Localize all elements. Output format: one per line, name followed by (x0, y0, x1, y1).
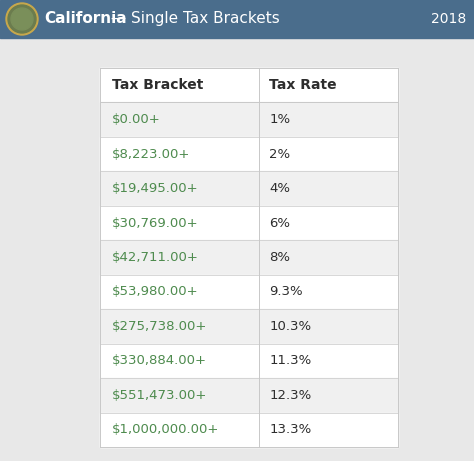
Bar (100, 240, 398, 275)
Text: 4%: 4% (269, 182, 291, 195)
Text: 1%: 1% (269, 113, 291, 126)
Circle shape (8, 5, 36, 33)
Text: 2%: 2% (269, 148, 291, 160)
Circle shape (6, 3, 38, 35)
Text: $275,738.00+: $275,738.00+ (112, 320, 207, 333)
Text: Tax Rate: Tax Rate (269, 78, 337, 92)
Bar (100, 68, 398, 447)
Text: $8,223.00+: $8,223.00+ (112, 148, 191, 160)
Text: $30,769.00+: $30,769.00+ (112, 217, 199, 230)
Text: $42,711.00+: $42,711.00+ (112, 251, 199, 264)
Bar (0, 0, 474, 38)
Text: $551,473.00+: $551,473.00+ (112, 389, 207, 402)
Text: 10.3%: 10.3% (269, 320, 311, 333)
Text: — Single Tax Brackets: — Single Tax Brackets (106, 12, 280, 26)
Text: $330,884.00+: $330,884.00+ (112, 355, 207, 367)
Text: 6%: 6% (269, 217, 291, 230)
Bar (100, 343, 398, 378)
Bar (100, 413, 398, 447)
Text: 2018: 2018 (431, 12, 466, 26)
Text: 12.3%: 12.3% (269, 389, 312, 402)
Text: $0.00+: $0.00+ (112, 113, 161, 126)
Bar (100, 309, 398, 343)
Text: 13.3%: 13.3% (269, 423, 312, 436)
Text: $19,495.00+: $19,495.00+ (112, 182, 199, 195)
Bar (100, 137, 398, 171)
Bar (100, 206, 398, 240)
Text: $53,980.00+: $53,980.00+ (112, 285, 199, 298)
Bar (100, 68, 398, 102)
Bar (100, 378, 398, 413)
Text: 8%: 8% (269, 251, 291, 264)
Text: Tax Bracket: Tax Bracket (112, 78, 203, 92)
Text: 11.3%: 11.3% (269, 355, 312, 367)
Circle shape (11, 8, 33, 30)
Bar (100, 275, 398, 309)
Bar (100, 171, 398, 206)
Bar (100, 102, 398, 137)
Text: California: California (44, 12, 127, 26)
Text: 9.3%: 9.3% (269, 285, 303, 298)
Text: $1,000,000.00+: $1,000,000.00+ (112, 423, 219, 436)
